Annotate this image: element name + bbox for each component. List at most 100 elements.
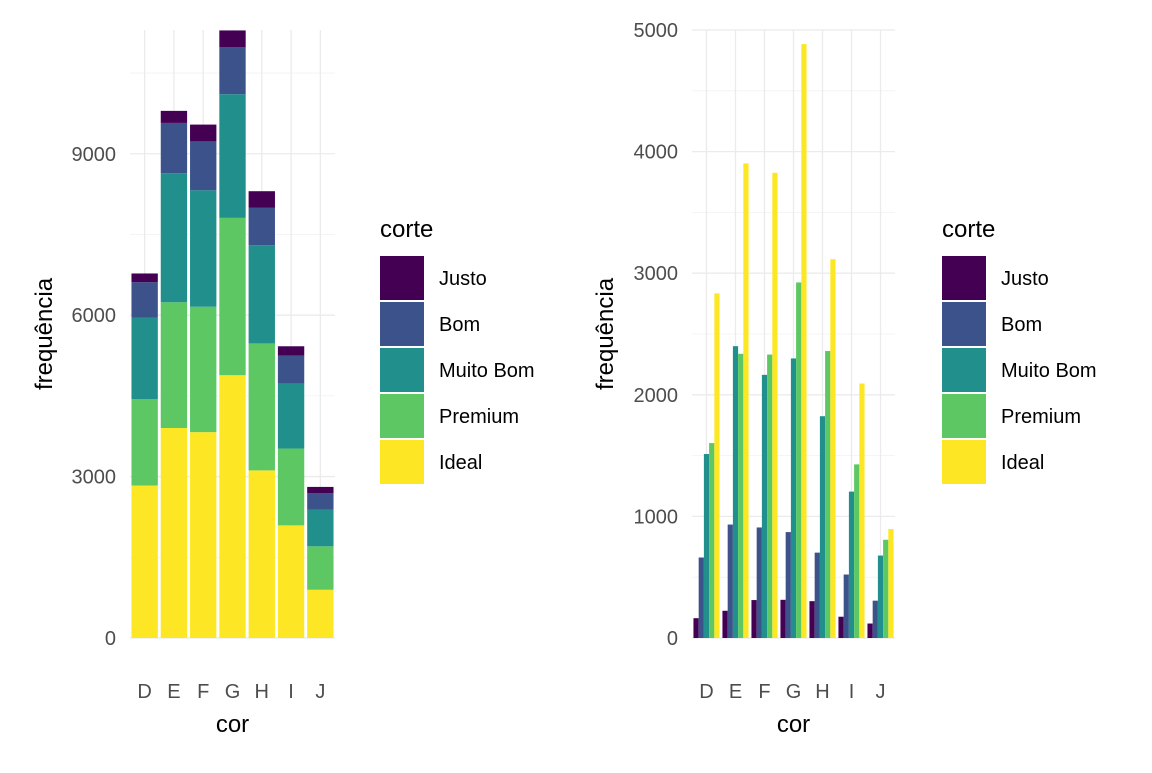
- y-tick-label: 0: [105, 628, 116, 650]
- y-tick-label: 5000: [634, 20, 679, 42]
- bar-segment: [307, 493, 334, 510]
- bar-segment: [248, 343, 275, 471]
- x-tick-label: E: [729, 681, 742, 703]
- bar-segment: [190, 190, 217, 307]
- bar: [698, 557, 704, 638]
- bar: [756, 527, 762, 638]
- legend-key: [380, 302, 424, 346]
- y-tick-label: 6000: [72, 305, 117, 327]
- bar-segment: [219, 47, 246, 95]
- bar-segment: [160, 302, 188, 428]
- legend-label: Premium: [439, 406, 519, 428]
- legend-label: Ideal: [1001, 452, 1044, 474]
- x-tick-label: G: [225, 681, 241, 703]
- bar-segment: [277, 383, 305, 449]
- bar-segment: [219, 217, 246, 376]
- x-axis-title: cor: [777, 711, 810, 738]
- bar-segment: [190, 306, 217, 433]
- legend-label: Justo: [1001, 268, 1049, 290]
- bar-segment: [248, 191, 275, 208]
- legend-label: Premium: [1001, 406, 1081, 428]
- bar: [767, 354, 773, 638]
- legend-label: Bom: [1001, 314, 1042, 336]
- bar: [877, 555, 884, 638]
- x-tick-label: I: [288, 681, 294, 703]
- bar-segment: [277, 346, 305, 356]
- x-tick-label: E: [167, 681, 180, 703]
- bar: [830, 259, 836, 638]
- bar: [796, 282, 802, 638]
- bar: [780, 599, 786, 638]
- x-tick-label: F: [758, 681, 770, 703]
- bar: [838, 616, 844, 638]
- legend-label: Muito Bom: [1001, 360, 1097, 382]
- legend-key: [380, 394, 424, 438]
- x-tick-label: I: [849, 681, 855, 703]
- y-axis-title: frequência: [592, 277, 619, 390]
- y-tick-label: 3000: [72, 467, 117, 489]
- bar: [709, 443, 715, 638]
- bar-segment: [219, 30, 246, 48]
- bar: [732, 346, 739, 638]
- legend-key: [942, 440, 986, 484]
- bar-segment: [307, 509, 334, 547]
- legend-label: Justo: [439, 268, 487, 290]
- y-tick-label: 2000: [634, 385, 679, 407]
- bar: [825, 351, 831, 638]
- y-axis-title: frequência: [31, 277, 58, 390]
- y-tick-label: 1000: [634, 506, 679, 528]
- bar: [703, 454, 710, 638]
- bar: [859, 383, 865, 638]
- x-tick-label: J: [876, 681, 886, 703]
- bar-segment: [160, 427, 188, 638]
- legend-label: Bom: [439, 314, 480, 336]
- y-tick-label: 3000: [634, 263, 679, 285]
- bar-segment: [248, 207, 275, 246]
- bar: [848, 491, 855, 638]
- bar: [722, 610, 728, 638]
- x-tick-label: G: [786, 681, 802, 703]
- legend-key: [380, 440, 424, 484]
- bar: [761, 374, 768, 638]
- legend-key: [380, 256, 424, 300]
- bar: [801, 44, 807, 639]
- bar: [883, 539, 889, 638]
- bar: [772, 172, 778, 638]
- bar-segment: [219, 375, 246, 638]
- bar: [888, 529, 894, 638]
- y-tick-label: 9000: [72, 144, 117, 166]
- bar-segment: [248, 245, 275, 344]
- bar: [819, 416, 826, 638]
- bar-segment: [248, 470, 275, 638]
- bar: [714, 293, 720, 638]
- x-tick-label: D: [137, 681, 151, 703]
- bar-segment: [190, 432, 217, 638]
- legend-title: corte: [380, 216, 433, 243]
- bar-segment: [219, 94, 246, 218]
- bar: [785, 532, 791, 638]
- bar: [854, 464, 860, 638]
- bar: [843, 574, 849, 638]
- bar-segment: [190, 124, 217, 142]
- bar-segment: [160, 110, 188, 123]
- bar-segment: [131, 485, 158, 638]
- bar: [872, 600, 878, 638]
- x-tick-label: H: [255, 681, 269, 703]
- bar-segment: [277, 525, 305, 638]
- bar: [693, 618, 699, 638]
- x-tick-label: J: [315, 681, 325, 703]
- bar-segment: [131, 273, 158, 283]
- bar-segment: [307, 486, 334, 494]
- bar: [809, 601, 815, 638]
- bar: [738, 353, 744, 638]
- bar: [743, 163, 749, 638]
- y-tick-label: 4000: [634, 142, 679, 164]
- bar-segment: [131, 282, 158, 318]
- x-tick-label: F: [197, 681, 209, 703]
- bar: [727, 524, 733, 638]
- y-tick-label: 0: [667, 628, 678, 650]
